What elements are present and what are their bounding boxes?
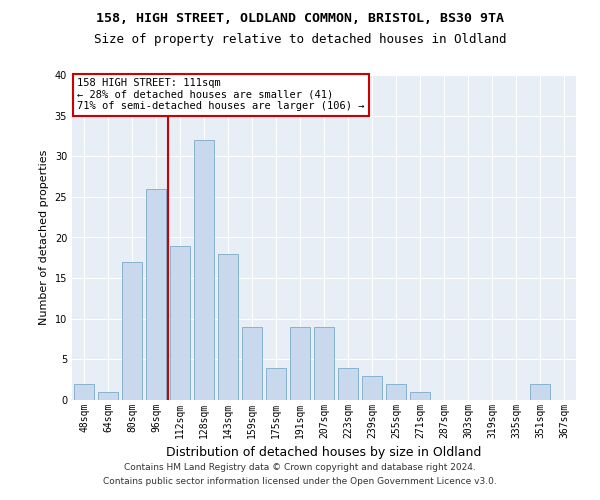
Bar [242,327,262,400]
Bar [194,140,214,400]
Bar [530,384,550,400]
Text: 158, HIGH STREET, OLDLAND COMMON, BRISTOL, BS30 9TA: 158, HIGH STREET, OLDLAND COMMON, BRISTO… [96,12,504,26]
Bar [338,368,358,400]
Bar [218,254,238,400]
Bar [170,246,190,400]
Y-axis label: Number of detached properties: Number of detached properties [39,150,49,325]
Bar [98,392,118,400]
Bar [74,384,94,400]
Text: 158 HIGH STREET: 111sqm
← 28% of detached houses are smaller (41)
71% of semi-de: 158 HIGH STREET: 111sqm ← 28% of detache… [77,78,365,112]
Bar [362,376,382,400]
Bar [122,262,142,400]
Bar [314,327,334,400]
Text: Contains HM Land Registry data © Crown copyright and database right 2024.: Contains HM Land Registry data © Crown c… [124,464,476,472]
Text: Contains public sector information licensed under the Open Government Licence v3: Contains public sector information licen… [103,477,497,486]
Bar [146,188,166,400]
Bar [290,327,310,400]
Bar [386,384,406,400]
Text: Size of property relative to detached houses in Oldland: Size of property relative to detached ho… [94,32,506,46]
Bar [266,368,286,400]
X-axis label: Distribution of detached houses by size in Oldland: Distribution of detached houses by size … [166,446,482,460]
Bar [410,392,430,400]
